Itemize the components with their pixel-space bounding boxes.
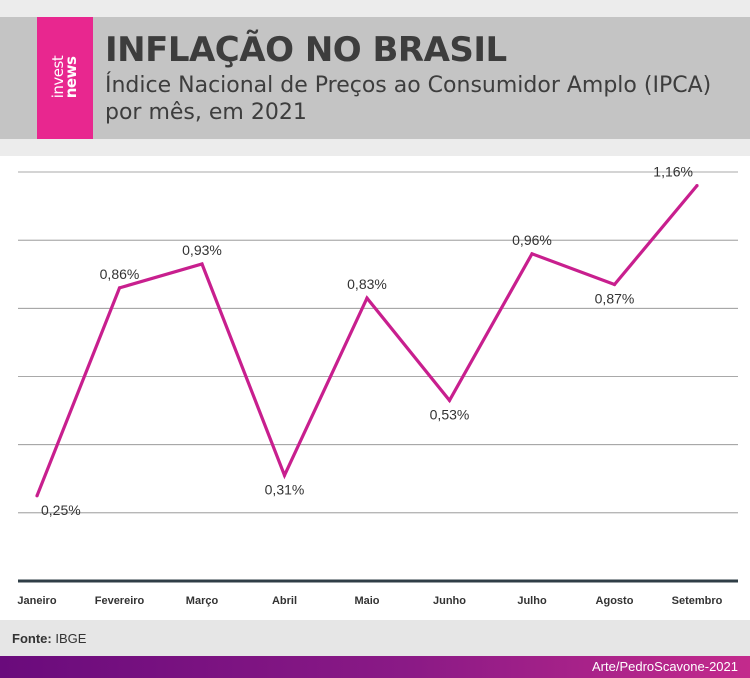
chart-title: INFLAÇÃO NO BRASIL <box>105 30 507 70</box>
credit-bar: Arte/PedroScavone-2021 <box>0 656 750 678</box>
header-separator <box>0 139 750 156</box>
data-label: 0,53% <box>430 406 470 422</box>
data-point <box>365 296 369 300</box>
top-strip <box>0 0 750 17</box>
credit-text: Arte/PedroScavone-2021 <box>592 659 738 674</box>
x-tick-label: Setembro <box>672 595 723 607</box>
x-tick-label: Abril <box>272 595 297 607</box>
data-label: 0,83% <box>347 276 387 292</box>
data-point <box>282 473 287 477</box>
x-tick-label: Fevereiro <box>95 595 145 607</box>
chart-subtitle: Índice Nacional de Preços ao Consumidor … <box>105 73 712 125</box>
investnews-logo: invest news <box>37 17 93 139</box>
data-label: 0,93% <box>182 242 222 258</box>
data-label: 0,86% <box>100 266 140 282</box>
data-point <box>200 262 204 266</box>
data-point <box>695 184 699 188</box>
data-label: 0,96% <box>512 232 552 248</box>
x-tick-label: Julho <box>517 595 547 607</box>
line-chart: 0,25% 0,86% 0,93% 0,31% 0,83% 0,53% 0,96% 0,87%… <box>17 164 738 607</box>
source-note: Fonte: IBGE <box>12 631 86 646</box>
logo-text: invest news <box>49 56 80 99</box>
data-label: 0,31% <box>265 481 305 497</box>
x-tick-label: Maio <box>354 595 379 607</box>
footer-bar: Fonte: IBGE <box>0 620 750 656</box>
x-tick-label: Março <box>186 595 219 607</box>
data-label: 1,16% <box>653 164 693 180</box>
source-label: Fonte: <box>12 631 52 646</box>
data-label: 0,25% <box>41 502 81 518</box>
source-value: IBGE <box>55 631 87 646</box>
header-panel <box>0 17 750 139</box>
data-point <box>117 286 122 290</box>
logo-line-2: news <box>62 56 80 99</box>
x-tick-label: Agosto <box>596 595 634 607</box>
data-point <box>530 252 534 256</box>
x-tick-label: Junho <box>433 595 466 607</box>
ipca-series-line <box>35 184 699 497</box>
data-label: 0,87% <box>595 290 635 306</box>
data-point <box>35 494 39 498</box>
data-point <box>447 398 452 402</box>
x-tick-label: Janeiro <box>17 595 56 607</box>
data-point <box>612 282 617 287</box>
